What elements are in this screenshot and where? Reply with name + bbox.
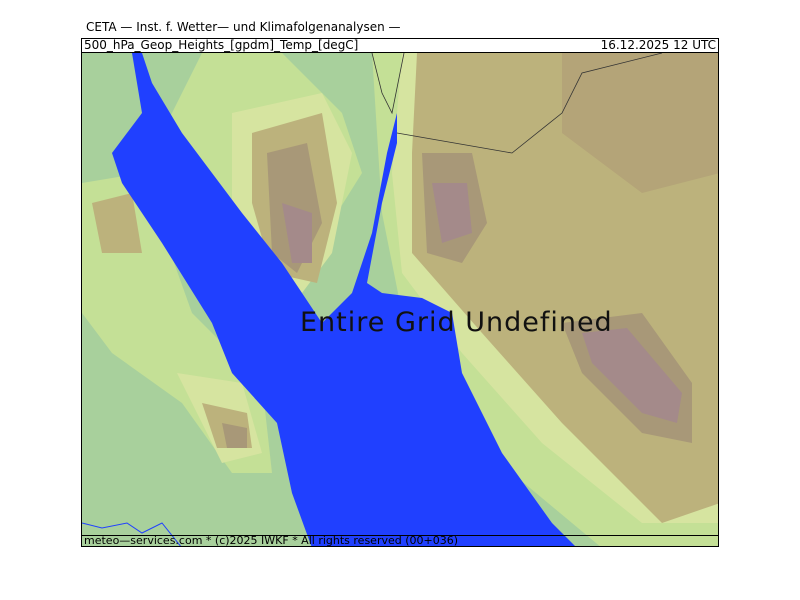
border-line — [396, 53, 663, 154]
map-canvas — [82, 53, 718, 546]
river — [82, 522, 182, 546]
copyright-footer: meteo—services.com * (c)2025 IWKF * All … — [81, 535, 719, 547]
field-label: 500_hPa_Geop_Heights_[gpdm]_Temp_[degC] — [84, 38, 359, 52]
border-line — [371, 53, 405, 115]
valid-datetime: 16.12.2025 12 UTC — [600, 38, 716, 52]
weather-map[interactable]: Entire Grid Undefined — [81, 52, 719, 547]
field-header: 500_hPa_Geop_Heights_[gpdm]_Temp_[degC] … — [81, 38, 719, 53]
red-sea — [112, 53, 575, 546]
grid-undefined-message: Entire Grid Undefined — [300, 307, 613, 338]
map-title: CETA — Inst. f. Wetter— und Klimafolgena… — [86, 20, 401, 34]
